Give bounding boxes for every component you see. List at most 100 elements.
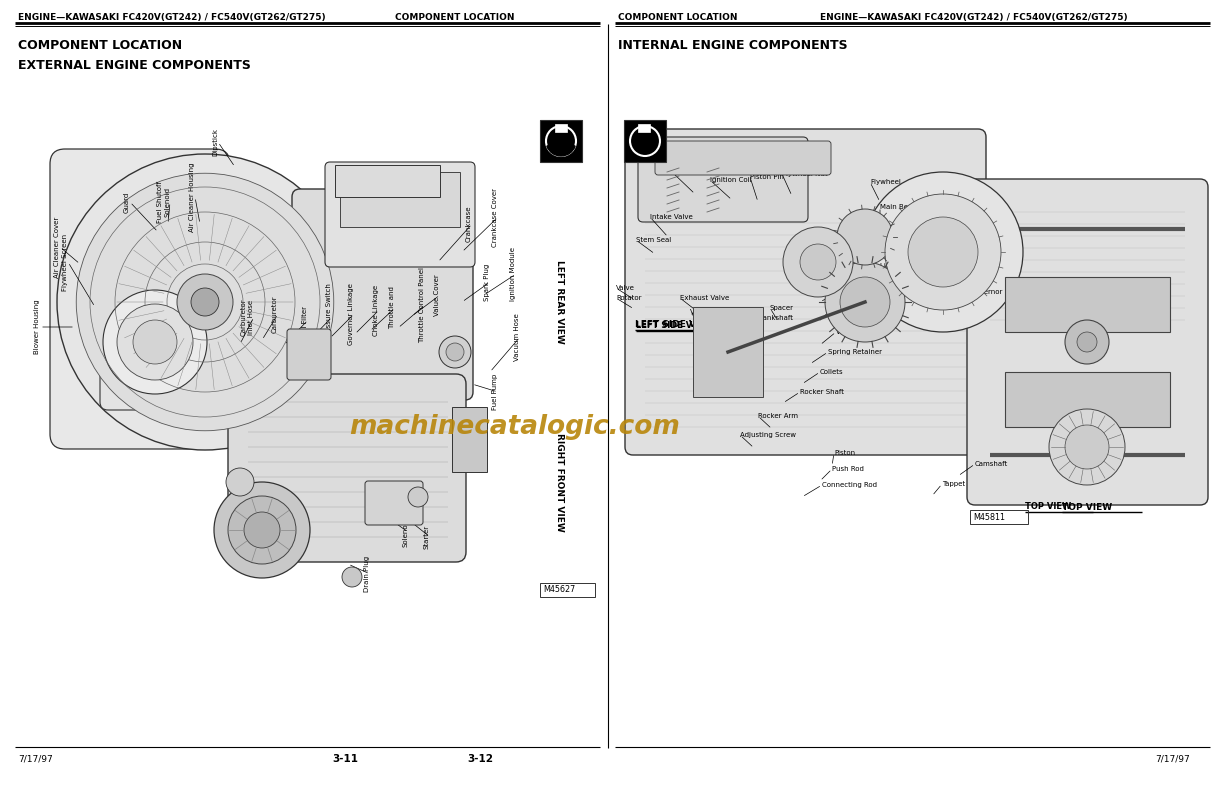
- Text: LEFT SIDE VIEW: LEFT SIDE VIEW: [636, 321, 710, 329]
- Circle shape: [840, 277, 890, 327]
- Circle shape: [76, 173, 334, 431]
- Circle shape: [118, 304, 193, 380]
- Text: 3-12: 3-12: [468, 754, 493, 764]
- Circle shape: [228, 496, 296, 564]
- Text: Spark Plug: Spark Plug: [483, 264, 490, 301]
- Circle shape: [800, 244, 836, 280]
- Text: Adjusting Screw: Adjusting Screw: [741, 432, 796, 438]
- Text: Throttle Control Panel: Throttle Control Panel: [419, 267, 425, 343]
- Text: Tappet: Tappet: [942, 481, 966, 487]
- FancyBboxPatch shape: [365, 481, 424, 525]
- Text: ENGINE—KAWASAKI FC420V(GT242) / FC540V(GT262/GT275): ENGINE—KAWASAKI FC420V(GT242) / FC540V(G…: [18, 13, 326, 21]
- Bar: [638, 124, 650, 132]
- Circle shape: [244, 512, 280, 548]
- Text: Piston: Piston: [834, 450, 856, 456]
- Text: EXTERNAL ENGINE COMPONENTS: EXTERNAL ENGINE COMPONENTS: [18, 59, 251, 71]
- Text: machinecatalogic.com: machinecatalogic.com: [350, 414, 681, 440]
- Text: Crankshaft: Crankshaft: [756, 315, 794, 321]
- Text: Crankcase Cover: Crankcase Cover: [492, 188, 498, 246]
- Circle shape: [885, 194, 1001, 310]
- Text: Crankshaft Gear: Crankshaft Gear: [842, 287, 898, 293]
- Circle shape: [1049, 409, 1125, 485]
- Circle shape: [1065, 425, 1109, 469]
- Text: Stem Seal: Stem Seal: [636, 237, 671, 243]
- Circle shape: [133, 320, 177, 364]
- Wedge shape: [547, 141, 575, 156]
- Text: Carburetor: Carburetor: [272, 295, 278, 333]
- Text: Spacer: Spacer: [770, 305, 794, 311]
- FancyBboxPatch shape: [228, 374, 466, 562]
- Text: Link Rod: Link Rod: [880, 263, 909, 269]
- Circle shape: [191, 288, 219, 316]
- Text: Collets: Collets: [820, 369, 843, 375]
- Circle shape: [58, 154, 353, 450]
- Text: COMPONENT LOCATION: COMPONENT LOCATION: [618, 13, 738, 21]
- Text: 3-11: 3-11: [332, 754, 357, 764]
- Text: Ignition Module: Ignition Module: [510, 247, 517, 301]
- FancyBboxPatch shape: [100, 304, 236, 410]
- Text: Dipstick: Dipstick: [212, 128, 218, 156]
- FancyBboxPatch shape: [655, 141, 831, 175]
- Text: Vacuum Hose: Vacuum Hose: [514, 313, 520, 361]
- Text: Air Cleaner Housing: Air Cleaner Housing: [188, 162, 195, 232]
- Text: Governor Shaft: Governor Shaft: [969, 289, 1023, 295]
- Circle shape: [226, 468, 255, 496]
- Bar: [335, 165, 439, 197]
- Text: Fuel Shutoff
Solenoid: Fuel Shutoff Solenoid: [157, 181, 170, 223]
- Circle shape: [341, 567, 362, 587]
- Text: COMPONENT LOCATION: COMPONENT LOCATION: [18, 39, 182, 51]
- Text: Exhaust Valve: Exhaust Valve: [681, 295, 730, 301]
- Text: TOP VIEW: TOP VIEW: [1024, 501, 1071, 511]
- Text: Starter: Starter: [424, 525, 430, 549]
- Circle shape: [1065, 320, 1109, 364]
- Text: Rotator: Rotator: [616, 295, 641, 301]
- Bar: [540, 583, 595, 597]
- Bar: [1005, 372, 1170, 427]
- Circle shape: [783, 227, 853, 297]
- Circle shape: [1077, 332, 1097, 352]
- Circle shape: [408, 487, 428, 507]
- Text: ENGINE—KAWASAKI FC420V(GT242) / FC540V(GT262/GT275): ENGINE—KAWASAKI FC420V(GT242) / FC540V(G…: [820, 13, 1127, 21]
- Text: Connecting Rod: Connecting Rod: [823, 482, 878, 488]
- FancyBboxPatch shape: [50, 149, 230, 449]
- Text: INTERNAL ENGINE COMPONENTS: INTERNAL ENGINE COMPONENTS: [618, 39, 848, 51]
- Bar: [969, 510, 1028, 524]
- Text: Balancer: Balancer: [883, 243, 913, 249]
- Text: 7/17/97: 7/17/97: [18, 755, 53, 763]
- Text: Flywheel: Flywheel: [870, 179, 901, 185]
- Text: Piston Pin: Piston Pin: [750, 174, 783, 180]
- Text: Blower Housing: Blower Housing: [34, 299, 40, 354]
- Text: Air Cleaner Cover: Air Cleaner Cover: [54, 216, 60, 278]
- Text: Camshaft: Camshaft: [976, 461, 1009, 467]
- Circle shape: [214, 482, 310, 578]
- Text: Fuel Pump: Fuel Pump: [492, 374, 498, 410]
- Bar: [693, 307, 763, 397]
- Bar: [540, 120, 581, 162]
- Circle shape: [837, 209, 894, 265]
- Text: Rocker Shaft: Rocker Shaft: [800, 389, 845, 395]
- Text: Solenoid: Solenoid: [401, 517, 408, 547]
- Text: Value Cover: Value Cover: [435, 274, 439, 316]
- FancyBboxPatch shape: [625, 129, 987, 455]
- Text: Push Rod: Push Rod: [832, 466, 864, 472]
- FancyBboxPatch shape: [638, 137, 808, 222]
- Text: Cylinder Head: Cylinder Head: [672, 169, 721, 175]
- Text: Valve Spring: Valve Spring: [836, 329, 880, 335]
- Text: Drain Plug: Drain Plug: [364, 556, 370, 592]
- Circle shape: [177, 274, 233, 330]
- Text: Spring Retainer: Spring Retainer: [827, 349, 883, 355]
- Text: Flywheel Nut: Flywheel Nut: [782, 171, 827, 177]
- Text: Valve Guide: Valve Guide: [690, 309, 732, 315]
- FancyBboxPatch shape: [293, 189, 472, 400]
- Text: Ignition Coil: Ignition Coil: [710, 177, 752, 183]
- Text: RIGHT FRONT VIEW: RIGHT FRONT VIEW: [556, 432, 564, 531]
- Text: Choke Linkage: Choke Linkage: [373, 284, 379, 336]
- Text: Governor Linkage: Governor Linkage: [348, 283, 354, 345]
- Text: Carburetor
Inlet Hose: Carburetor Inlet Hose: [241, 298, 255, 336]
- Text: TOP VIEW: TOP VIEW: [1062, 502, 1113, 512]
- Text: Main Bearing: Main Bearing: [880, 204, 927, 210]
- Text: Crankcase: Crankcase: [466, 206, 472, 242]
- Text: Oil Seal: Oil Seal: [832, 306, 858, 312]
- Text: Guard: Guard: [124, 192, 130, 212]
- Circle shape: [863, 172, 1023, 332]
